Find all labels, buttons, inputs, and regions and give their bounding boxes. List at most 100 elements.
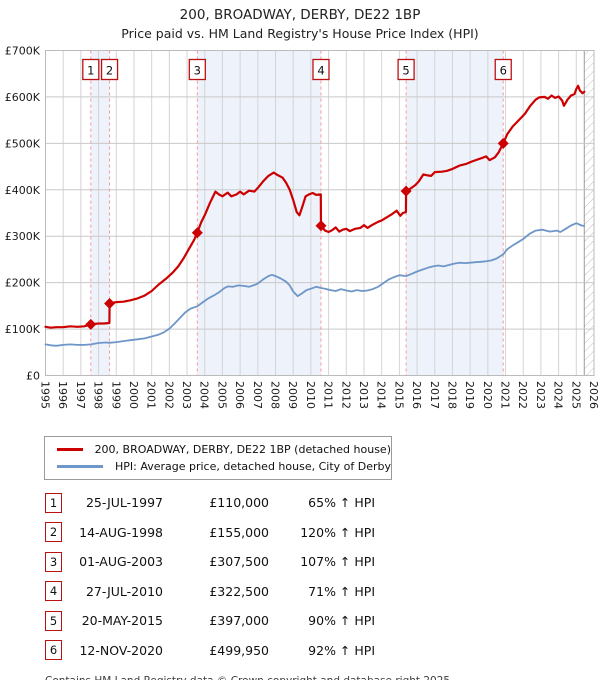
x-axis-tick-label: 2003 (180, 381, 193, 409)
y-axis-tick-label: £100K (5, 323, 41, 336)
ownership-band (406, 50, 504, 376)
x-axis-tick-label: 2018 (445, 381, 458, 409)
y-axis-tick-label: £0 (26, 370, 40, 383)
page-title: 200, BROADWAY, DERBY, DE22 1BP (179, 7, 421, 23)
x-axis-tick-label: 1999 (109, 381, 122, 409)
x-axis-tick-label: 1998 (92, 381, 105, 409)
x-axis-tick-label: 2016 (410, 381, 423, 409)
x-axis-tick-label: 2007 (251, 381, 264, 409)
x-axis-tick-label: 1996 (56, 381, 69, 409)
transaction-row: 4 27-JUL-2010 £322,500 71% ↑ HPI (45, 577, 600, 607)
transaction-number-badge: 1 (45, 492, 62, 513)
license-footer-line: Contains HM Land Registry data © Crown c… (45, 675, 600, 680)
transaction-number-badge: 2 (45, 522, 62, 543)
transaction-date: 12-NOV-2020 (79, 642, 163, 658)
sale-number-box (397, 58, 415, 81)
transaction-price: £322,500 (209, 583, 269, 599)
sale-number-box (312, 58, 330, 81)
sale-number-label: 1 (87, 64, 94, 78)
transaction-price: £397,000 (209, 613, 269, 629)
x-axis-tick-label: 1997 (74, 381, 87, 409)
chart-grid (45, 50, 595, 376)
y-axis-tick-label: £700K (5, 45, 41, 58)
sale-diamond-marker (315, 220, 327, 232)
transaction-number-badge: 6 (45, 640, 62, 661)
chart-legend: 200, BROADWAY, DERBY, DE22 1BP (detached… (44, 436, 392, 480)
transaction-price: £110,000 (209, 495, 269, 511)
plot-border (45, 50, 595, 376)
x-axis-tick-label: 2017 (428, 381, 441, 409)
sale-diamond-marker (104, 298, 116, 310)
ownership-bands (90, 50, 594, 376)
transaction-row: 1 25-JUL-1997 £110,000 65% ↑ HPI (45, 488, 600, 518)
x-axis-tick-label: 2021 (499, 381, 512, 409)
legend-label: HPI: Average price, detached house, City… (114, 460, 391, 473)
sale-number-label: 4 (317, 64, 324, 78)
hpi-line (44, 222, 586, 347)
y-axis-tick-label: £600K (5, 91, 41, 104)
ownership-band (197, 50, 321, 376)
transaction-date: 20-MAY-2015 (81, 613, 163, 629)
x-axis-tick-label: 2010 (304, 381, 317, 409)
x-axis-tick-label: 2012 (339, 381, 352, 409)
x-axis-tick-label: 2014 (375, 381, 388, 409)
legend-line-swatch (57, 448, 83, 451)
sale-number-box (494, 58, 512, 81)
page-subtitle: Price paid vs. HM Land Registry's House … (121, 26, 479, 41)
transaction-row: 3 01-AUG-2003 £307,500 107% ↑ HPI (45, 547, 600, 577)
transaction-date: 01-AUG-2003 (79, 554, 163, 570)
y-axis-tick-label: £200K (5, 277, 41, 290)
transaction-number-badge: 4 (45, 581, 62, 602)
x-axis-tick-label: 2009 (286, 381, 299, 409)
x-axis-tick-label: 2005 (215, 381, 228, 409)
title-block: 200, BROADWAY, DERBY, DE22 1BP Price pai… (0, 0, 600, 45)
sale-number-box (82, 58, 100, 81)
ownership-band (90, 50, 110, 376)
transaction-number-badge: 5 (45, 610, 62, 631)
x-axis-tick-label: 2022 (516, 381, 529, 409)
transaction-price: £499,950 (209, 642, 269, 658)
sale-number-label: 2 (106, 64, 113, 78)
legend-label: 200, BROADWAY, DERBY, DE22 1BP (detached… (94, 443, 391, 456)
sale-number-label: 3 (194, 64, 201, 78)
x-axis-tick-label: 2004 (198, 381, 211, 409)
sale-number-label: 6 (500, 64, 507, 78)
license-footer: Contains HM Land Registry data © Crown c… (45, 675, 600, 680)
x-axis-tick-label: 2023 (534, 381, 547, 409)
price-paid-line (44, 84, 586, 329)
transaction-table: 1 25-JUL-1997 £110,000 65% ↑ HPI 2 14-AUG-199… (45, 488, 600, 665)
x-axis-tick-label: 2006 (233, 381, 246, 409)
x-axis-tick-label: 2015 (392, 381, 405, 409)
y-axis-tick-label: £400K (5, 184, 41, 197)
legend-row: 200, BROADWAY, DERBY, DE22 1BP (detached… (45, 441, 391, 458)
x-axis-tick-label: 2013 (357, 381, 370, 409)
transaction-number-badge: 3 (45, 551, 62, 572)
transaction-row: 5 20-MAY-2015 £397,000 90% ↑ HPI (45, 606, 600, 636)
transaction-date: 25-JUL-1997 (85, 495, 163, 511)
transaction-date: 14-AUG-1998 (79, 524, 163, 540)
sale-diamond-marker (85, 318, 97, 330)
axis-labels: £0 £100K £200K £300K £400K £500K £600K £700K 199… (5, 45, 600, 410)
transaction-vs-hpi: 71% ↑ HPI (308, 583, 375, 599)
x-axis-tick-label: 2008 (269, 381, 282, 409)
future-hatch-region (584, 50, 594, 376)
transaction-date: 27-JUL-2010 (85, 583, 163, 599)
transaction-vs-hpi: 120% ↑ HPI (300, 524, 375, 540)
x-axis-tick-label: 2001 (145, 381, 158, 409)
x-axis-tick-label: 2025 (569, 381, 582, 409)
x-axis-tick-label: 2024 (552, 381, 565, 409)
x-axis-tick-label: 2000 (127, 381, 140, 409)
transaction-vs-hpi: 65% ↑ HPI (308, 495, 375, 511)
transaction-row: 2 14-AUG-1998 £155,000 120% ↑ HPI (45, 518, 600, 548)
sale-diamond-marker (400, 185, 412, 197)
y-axis-tick-label: £300K (5, 230, 41, 243)
transaction-price: £307,500 (209, 554, 269, 570)
chart-series (44, 84, 586, 347)
legend-line-swatch (57, 465, 103, 468)
y-axis-tick-label: £500K (5, 137, 41, 150)
sale-diamond-marker (497, 137, 509, 149)
sale-number-box (188, 58, 206, 81)
transaction-vs-hpi: 92% ↑ HPI (308, 642, 375, 658)
sale-diamond-marker (191, 227, 203, 239)
